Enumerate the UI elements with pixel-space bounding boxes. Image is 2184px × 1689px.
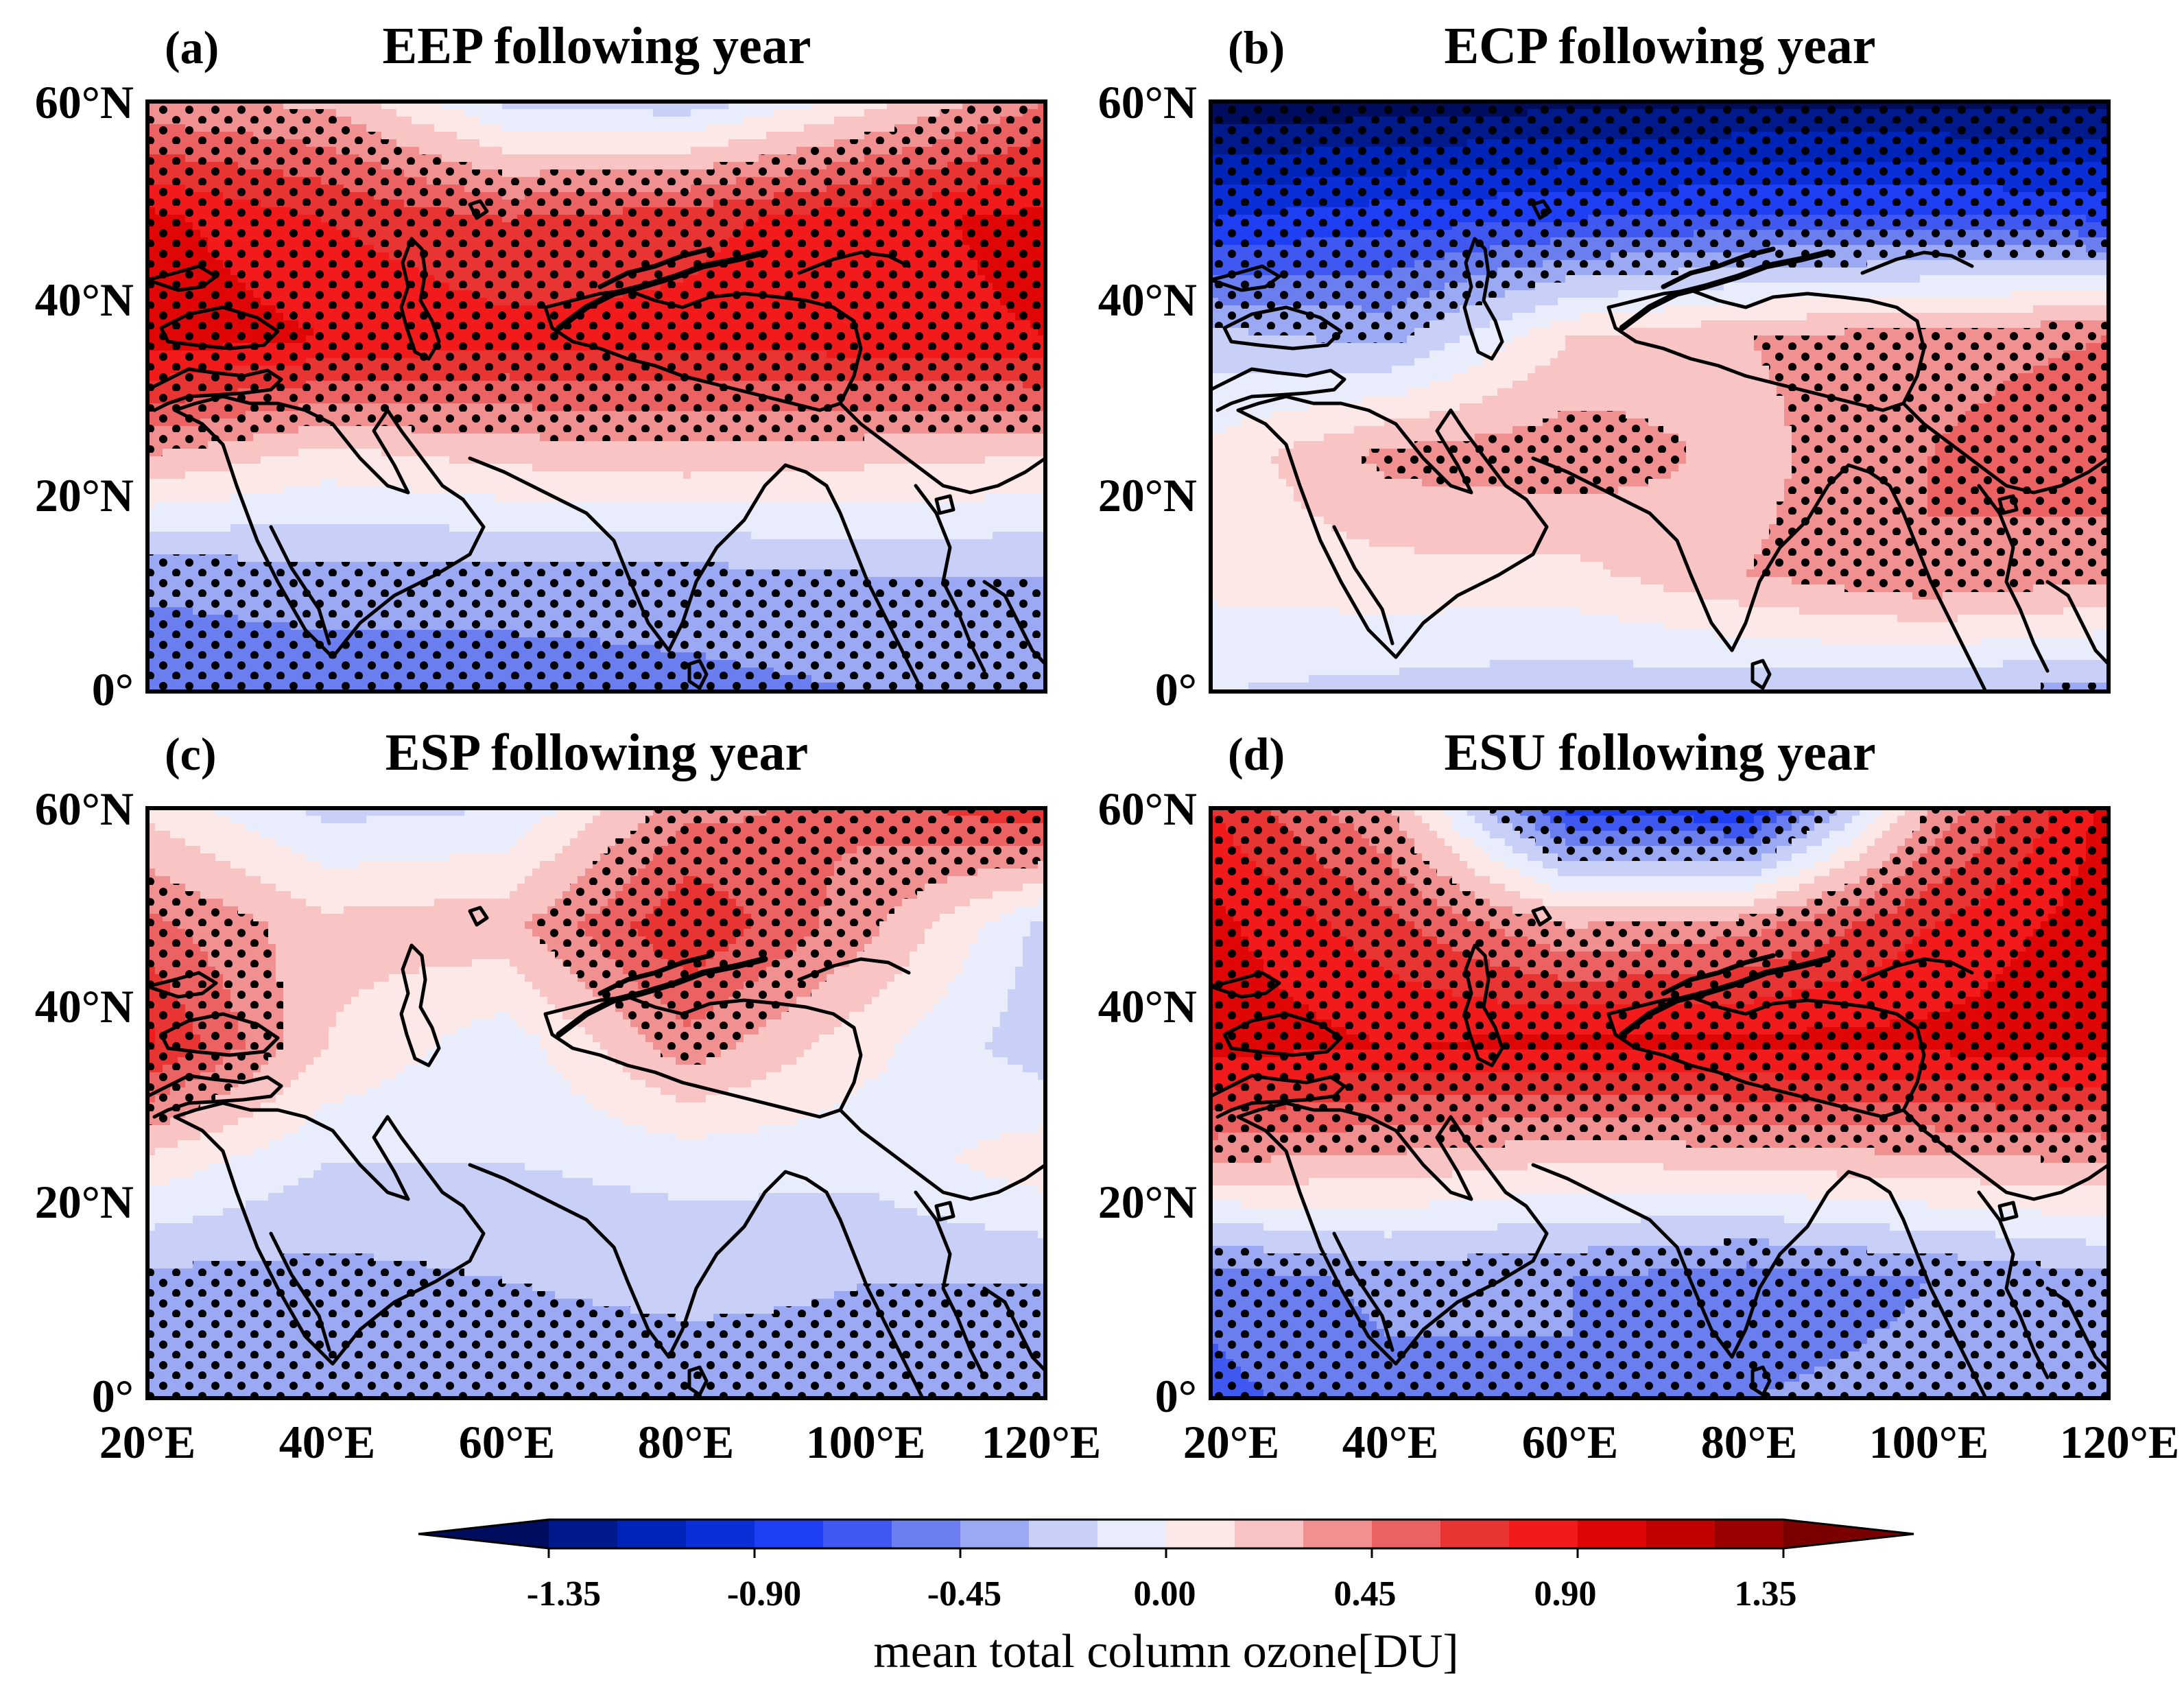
lon-tick-20e-right: 20°E xyxy=(1183,1416,1280,1468)
colorbar-segment-6 xyxy=(892,1520,961,1548)
panel-d-label: (d) xyxy=(1228,728,1285,780)
colorbar-segment-2 xyxy=(617,1520,687,1548)
panel-c-ozone-field xyxy=(147,808,1046,1405)
colorbar-tick-0-00: 0.00 xyxy=(1134,1574,1196,1614)
colorbar-segment-7 xyxy=(960,1520,1030,1548)
colorbar-tick-0-90: 0.90 xyxy=(1534,1574,1597,1614)
colorbar-segment-11 xyxy=(1235,1520,1304,1548)
panel-a-ozone-field xyxy=(147,102,1046,698)
lat-tick-40n-left-top: 40°N xyxy=(35,274,134,326)
panel-b-label: (b) xyxy=(1228,21,1285,73)
panel-d-ozone-field xyxy=(1211,808,2109,1405)
panel-c-title: ESP following year xyxy=(385,724,808,781)
colorbar-segment-4 xyxy=(755,1520,824,1548)
panel-b-title: ECP following year xyxy=(1444,17,1875,75)
panel-d-title: ESU following year xyxy=(1444,724,1875,781)
panel-b-ozone-field xyxy=(1211,102,2109,698)
panel-d xyxy=(1211,808,2109,1405)
lon-tick-60e-left: 60°E xyxy=(459,1416,556,1468)
colorbar-segment-8 xyxy=(1029,1520,1098,1548)
colorbar-segment-3 xyxy=(686,1520,755,1548)
colorbar-tick-neg-0-45: -0.45 xyxy=(927,1574,1001,1614)
panel-a-title: EEP following year xyxy=(383,17,811,75)
panel-c xyxy=(147,808,1046,1405)
colorbar-tick-neg-0-90: -0.90 xyxy=(727,1574,801,1614)
lon-tick-80e-right: 80°E xyxy=(1701,1416,1798,1468)
colorbar-segment-19 xyxy=(1783,1520,1914,1548)
lat-tick-20n-right-bottom: 20°N xyxy=(1098,1176,1197,1228)
lon-tick-40e-right: 40°E xyxy=(1342,1416,1439,1468)
lat-tick-40n-right-top: 40°N xyxy=(1098,274,1197,326)
colorbar-segment-10 xyxy=(1166,1520,1235,1548)
lat-tick-20n-right-top: 20°N xyxy=(1098,469,1197,521)
lat-tick-0-left-bottom: 0° xyxy=(92,1370,134,1422)
lon-tick-20e-left: 20°E xyxy=(99,1416,196,1468)
colorbar-segment-1 xyxy=(549,1520,618,1548)
lon-tick-60e-right: 60°E xyxy=(1522,1416,1619,1468)
lat-tick-20n-left-bottom: 20°N xyxy=(35,1176,134,1228)
lon-tick-80e-left: 80°E xyxy=(638,1416,735,1468)
lat-tick-60n-right-top: 60°N xyxy=(1098,76,1197,128)
lon-tick-120e-right: 120°E xyxy=(2060,1416,2180,1468)
colorbar-segment-12 xyxy=(1303,1520,1373,1548)
colorbar-label: mean total column ozone[DU] xyxy=(873,1625,1458,1678)
panel-a-label: (a) xyxy=(165,21,219,73)
panel-c-label: (c) xyxy=(165,728,216,780)
colorbar-segment-15 xyxy=(1509,1520,1578,1548)
panel-b xyxy=(1211,102,2109,698)
colorbar xyxy=(418,1520,1914,1558)
colorbar-tick-0-45: 0.45 xyxy=(1334,1574,1397,1614)
lat-tick-0-left-top: 0° xyxy=(92,663,134,716)
colorbar-tick-1-35: 1.35 xyxy=(1735,1574,1797,1614)
lat-tick-0-right-top: 0° xyxy=(1155,663,1197,716)
lat-tick-40n-right-bottom: 40°N xyxy=(1098,980,1197,1032)
colorbar-segment-13 xyxy=(1372,1520,1441,1548)
colorbar-tick-neg-1-35: -1.35 xyxy=(527,1574,601,1614)
colorbar-segment-9 xyxy=(1097,1520,1167,1548)
lon-tick-120e-left: 120°E xyxy=(982,1416,1102,1468)
lat-tick-40n-left-bottom: 40°N xyxy=(35,980,134,1032)
lat-tick-60n-left-bottom: 60°N xyxy=(35,783,134,835)
colorbar-segment-14 xyxy=(1440,1520,1510,1548)
panel-a-significance-stipple xyxy=(147,102,1045,698)
colorbar-segment-16 xyxy=(1578,1520,1647,1548)
colorbar-segment-17 xyxy=(1646,1520,1716,1548)
lon-tick-40e-left: 40°E xyxy=(279,1416,376,1468)
lat-tick-20n-left-top: 20°N xyxy=(35,469,134,521)
colorbar-segment-0 xyxy=(418,1520,549,1548)
colorbar-segment-18 xyxy=(1715,1520,1784,1548)
panel-a xyxy=(147,102,1046,698)
lon-tick-100e-right: 100°E xyxy=(1869,1416,1989,1468)
lon-tick-100e-left: 100°E xyxy=(806,1416,926,1468)
colorbar-segment-5 xyxy=(823,1520,892,1548)
lat-tick-60n-left-top: 60°N xyxy=(35,76,134,128)
lat-tick-60n-right-bottom: 60°N xyxy=(1098,783,1197,835)
lat-tick-0-right-bottom: 0° xyxy=(1155,1370,1197,1422)
